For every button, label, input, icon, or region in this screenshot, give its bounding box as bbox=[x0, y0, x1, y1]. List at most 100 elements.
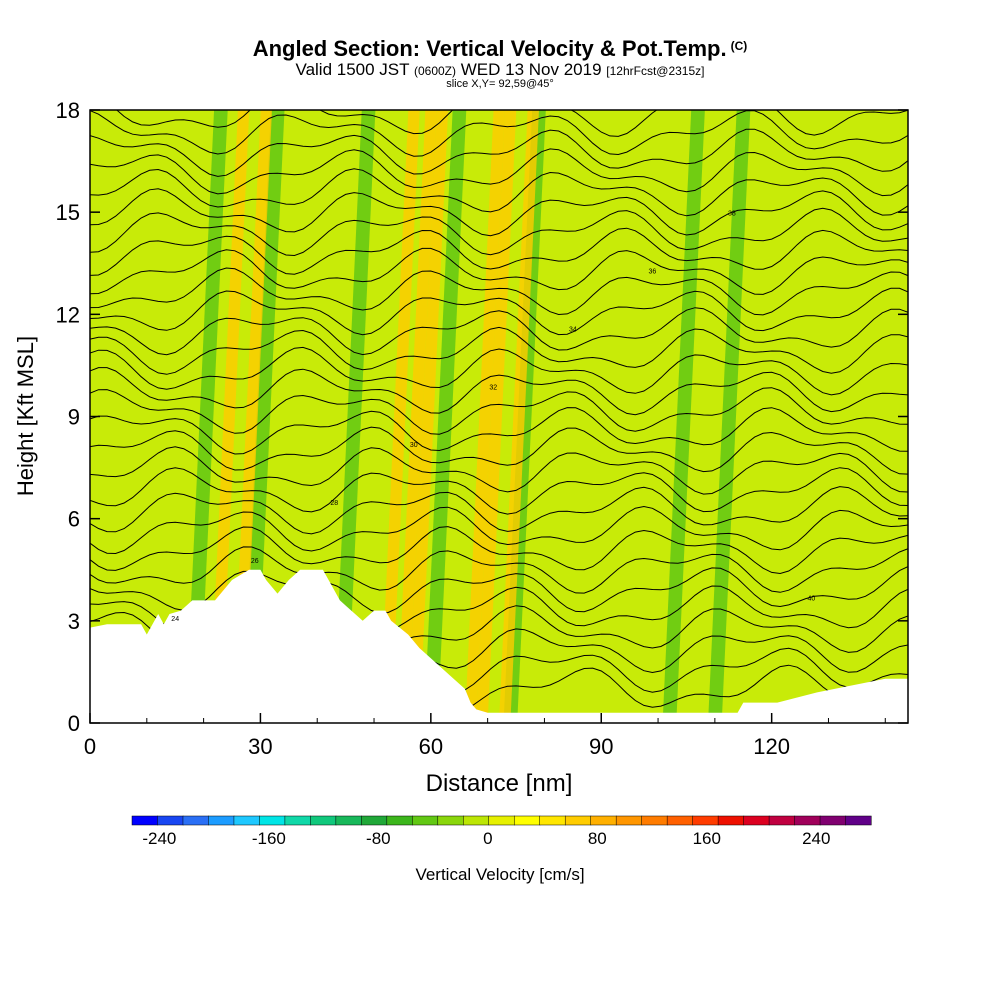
downdraft-band bbox=[185, 110, 228, 723]
valid-date: WED 13 Nov 2019 bbox=[460, 60, 602, 79]
contour-label: 24 bbox=[171, 616, 179, 623]
updraft-band bbox=[379, 110, 420, 723]
title-main: Angled Section: Vertical Velocity & Pot.… bbox=[252, 36, 727, 61]
colorbar-swatch bbox=[641, 815, 668, 826]
colorbar-swatch bbox=[386, 815, 413, 826]
y-tick-label: 0 bbox=[68, 711, 80, 736]
theta-contour bbox=[90, 207, 908, 257]
theta-contour bbox=[90, 188, 908, 237]
theta-contour bbox=[90, 110, 908, 157]
updraft-band bbox=[396, 110, 437, 723]
theta-contour bbox=[90, 446, 908, 495]
colorbar-tick-label: 160 bbox=[693, 829, 721, 848]
valid-utc: (0600Z) bbox=[413, 64, 456, 78]
colorbar-swatch bbox=[768, 815, 796, 826]
theta-contour bbox=[90, 267, 908, 316]
downdraft-band bbox=[424, 110, 467, 723]
colorbar-swatch bbox=[488, 815, 515, 826]
y-tick-label: 18 bbox=[56, 98, 80, 123]
contour-label: 30 bbox=[410, 442, 418, 449]
colorbar-tick-label: 80 bbox=[588, 829, 607, 848]
y-tick-label: 3 bbox=[68, 609, 80, 634]
colorbar-swatch bbox=[692, 815, 719, 826]
theta-contour bbox=[90, 467, 908, 515]
colorbar-swatch bbox=[284, 815, 311, 826]
y-tick-label: 15 bbox=[56, 200, 80, 225]
theta-contour bbox=[90, 346, 908, 396]
colorbar-swatch bbox=[412, 815, 439, 826]
colorbar bbox=[131, 815, 872, 826]
theta-contour bbox=[90, 566, 908, 614]
downdraft-band bbox=[708, 110, 751, 723]
theta-contour bbox=[90, 387, 908, 435]
y-tick-label: 6 bbox=[68, 507, 80, 532]
x-tick-label: 90 bbox=[589, 734, 613, 759]
theta-contour bbox=[90, 326, 908, 375]
theta-contour bbox=[90, 486, 908, 535]
colorbar-swatch bbox=[590, 815, 617, 826]
colorbar-swatch bbox=[437, 815, 464, 826]
colorbar-swatch bbox=[717, 815, 745, 826]
contour-label: 34 bbox=[569, 326, 577, 333]
x-tick-label: 30 bbox=[248, 734, 272, 759]
colorbar-swatch bbox=[666, 815, 694, 826]
y-tick-label: 12 bbox=[56, 302, 80, 327]
colorbar-swatch bbox=[157, 815, 184, 826]
colorbar-tick-label: 240 bbox=[802, 829, 830, 848]
colorbar-swatch bbox=[615, 815, 643, 826]
theta-contour bbox=[90, 407, 908, 455]
y-tick-label: 9 bbox=[68, 405, 80, 430]
updraft-band bbox=[232, 110, 273, 723]
colorbar-swatch bbox=[361, 815, 388, 826]
theta-contour bbox=[90, 505, 908, 555]
theta-contour bbox=[90, 247, 908, 295]
colorbar-swatch bbox=[182, 815, 210, 826]
theta-contour bbox=[90, 128, 908, 177]
chart-title: Angled Section: Vertical Velocity & Pot.… bbox=[0, 36, 1000, 62]
x-tick-label: 60 bbox=[419, 734, 443, 759]
x-axis-label: Distance [nm] bbox=[426, 770, 573, 797]
colorbar-tick-label: 0 bbox=[483, 829, 492, 848]
colorbar-swatch bbox=[564, 815, 592, 826]
updraft-band bbox=[408, 110, 449, 723]
y-axis-label: Height [Kft MSL] bbox=[13, 336, 38, 496]
contour-label: 38 bbox=[728, 211, 736, 218]
theta-contour bbox=[90, 526, 908, 575]
title-units-tag: (C) bbox=[730, 39, 748, 53]
valid-time: Valid 1500 JST bbox=[295, 60, 410, 79]
colorbar-swatch bbox=[539, 815, 566, 826]
colorbar-swatch bbox=[335, 815, 362, 826]
colorbar-swatch bbox=[819, 815, 847, 826]
colorbar-swatch bbox=[794, 815, 821, 826]
colorbar-tick-label: -240 bbox=[142, 829, 176, 848]
forecast-tag: [12hrFcst@2315z] bbox=[606, 64, 705, 78]
updraft-band bbox=[464, 110, 505, 723]
colorbar-label: Vertical Velocity [cm/s] bbox=[415, 865, 584, 884]
updraft-band bbox=[499, 110, 539, 723]
slice-info: slice X,Y= 92,59@45° bbox=[446, 78, 554, 90]
downdraft-band bbox=[662, 110, 705, 723]
theta-contour bbox=[90, 426, 908, 475]
theta-contour bbox=[90, 148, 908, 197]
colorbar-swatch bbox=[233, 815, 260, 826]
colorbar-swatch bbox=[743, 815, 770, 826]
downdraft-band bbox=[242, 110, 285, 723]
updraft-band bbox=[476, 110, 517, 723]
colorbar-tick-label: -80 bbox=[366, 829, 391, 848]
theta-contour bbox=[90, 546, 908, 594]
colorbar-swatch bbox=[259, 815, 286, 826]
contour-label: 40 bbox=[808, 595, 816, 602]
theta-contour bbox=[90, 227, 908, 276]
contour-label: 28 bbox=[330, 500, 338, 507]
contour-label: 26 bbox=[251, 558, 259, 565]
colorbar-swatch bbox=[463, 815, 490, 826]
contour-label: 32 bbox=[489, 384, 497, 391]
colorbar-swatch bbox=[131, 815, 159, 826]
colorbar-swatch bbox=[310, 815, 337, 826]
colorbar-swatch bbox=[513, 815, 541, 826]
colorbar-tick-label: -160 bbox=[252, 829, 286, 848]
theta-contour bbox=[115, 110, 908, 137]
theta-contour bbox=[90, 367, 908, 416]
chart-subtitle: Valid 1500 JST (0600Z) WED 13 Nov 2019 [… bbox=[0, 60, 1000, 80]
